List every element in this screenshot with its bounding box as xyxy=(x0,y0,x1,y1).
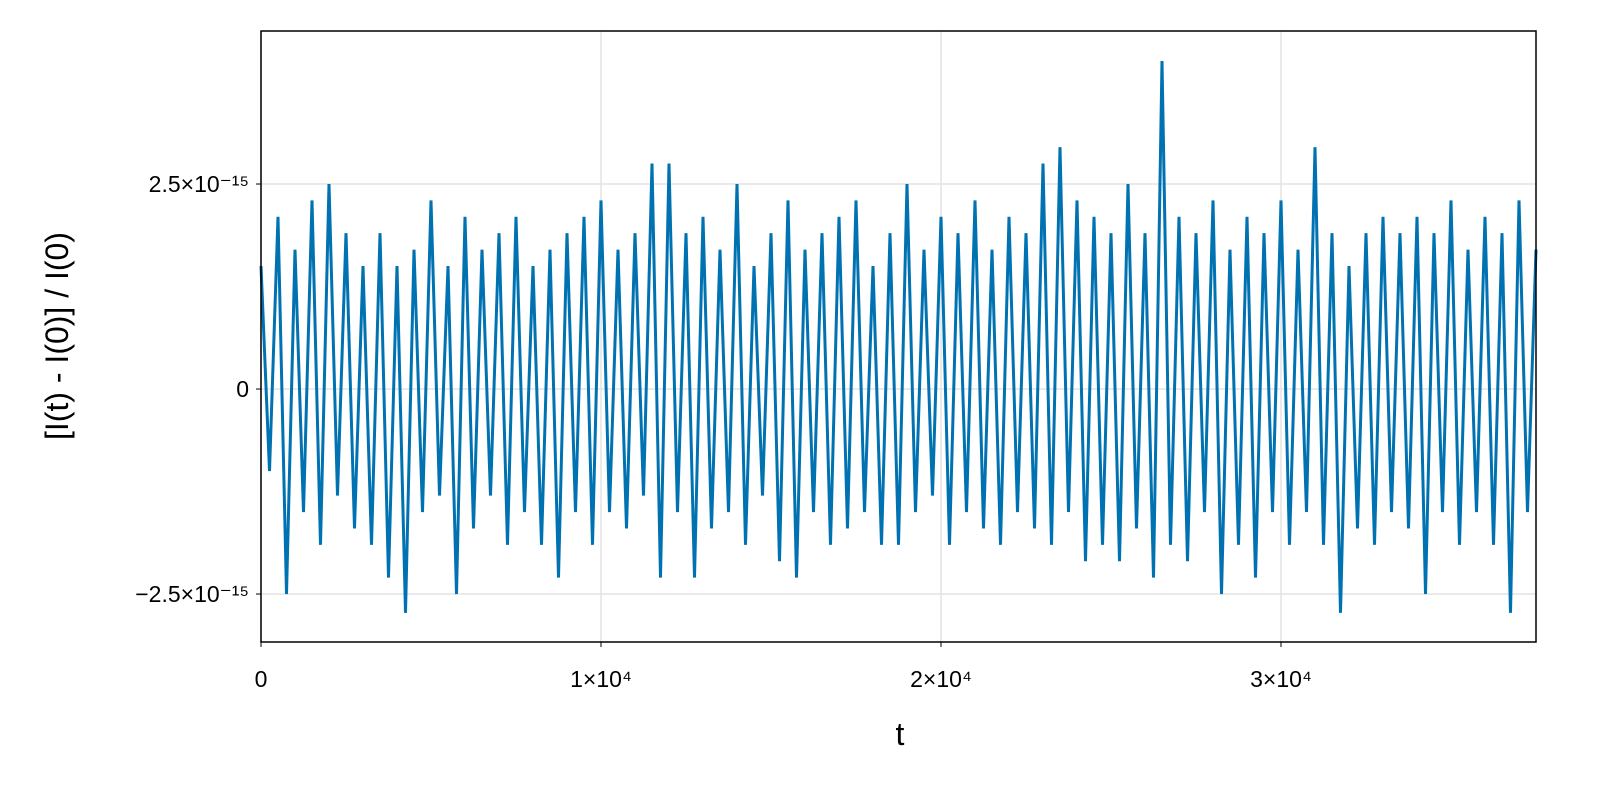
x-tick-label: 0 xyxy=(255,666,268,692)
y-axis-label: [I(t) - I(0)] / I(0) xyxy=(39,232,75,440)
plot-frame xyxy=(260,30,1537,643)
y-tick-label: 2.5×10⁻¹⁵ xyxy=(149,171,249,197)
data-line xyxy=(259,60,1538,613)
x-tick-label: 2×10⁴ xyxy=(910,666,972,692)
y-tick-label: 0 xyxy=(236,376,249,402)
x-axis-label: t xyxy=(896,716,905,752)
x-tick-label: 3×10⁴ xyxy=(1250,666,1312,692)
y-tick-label: −2.5×10⁻¹⁵ xyxy=(135,581,249,607)
x-tick-label: 1×10⁴ xyxy=(570,666,632,692)
